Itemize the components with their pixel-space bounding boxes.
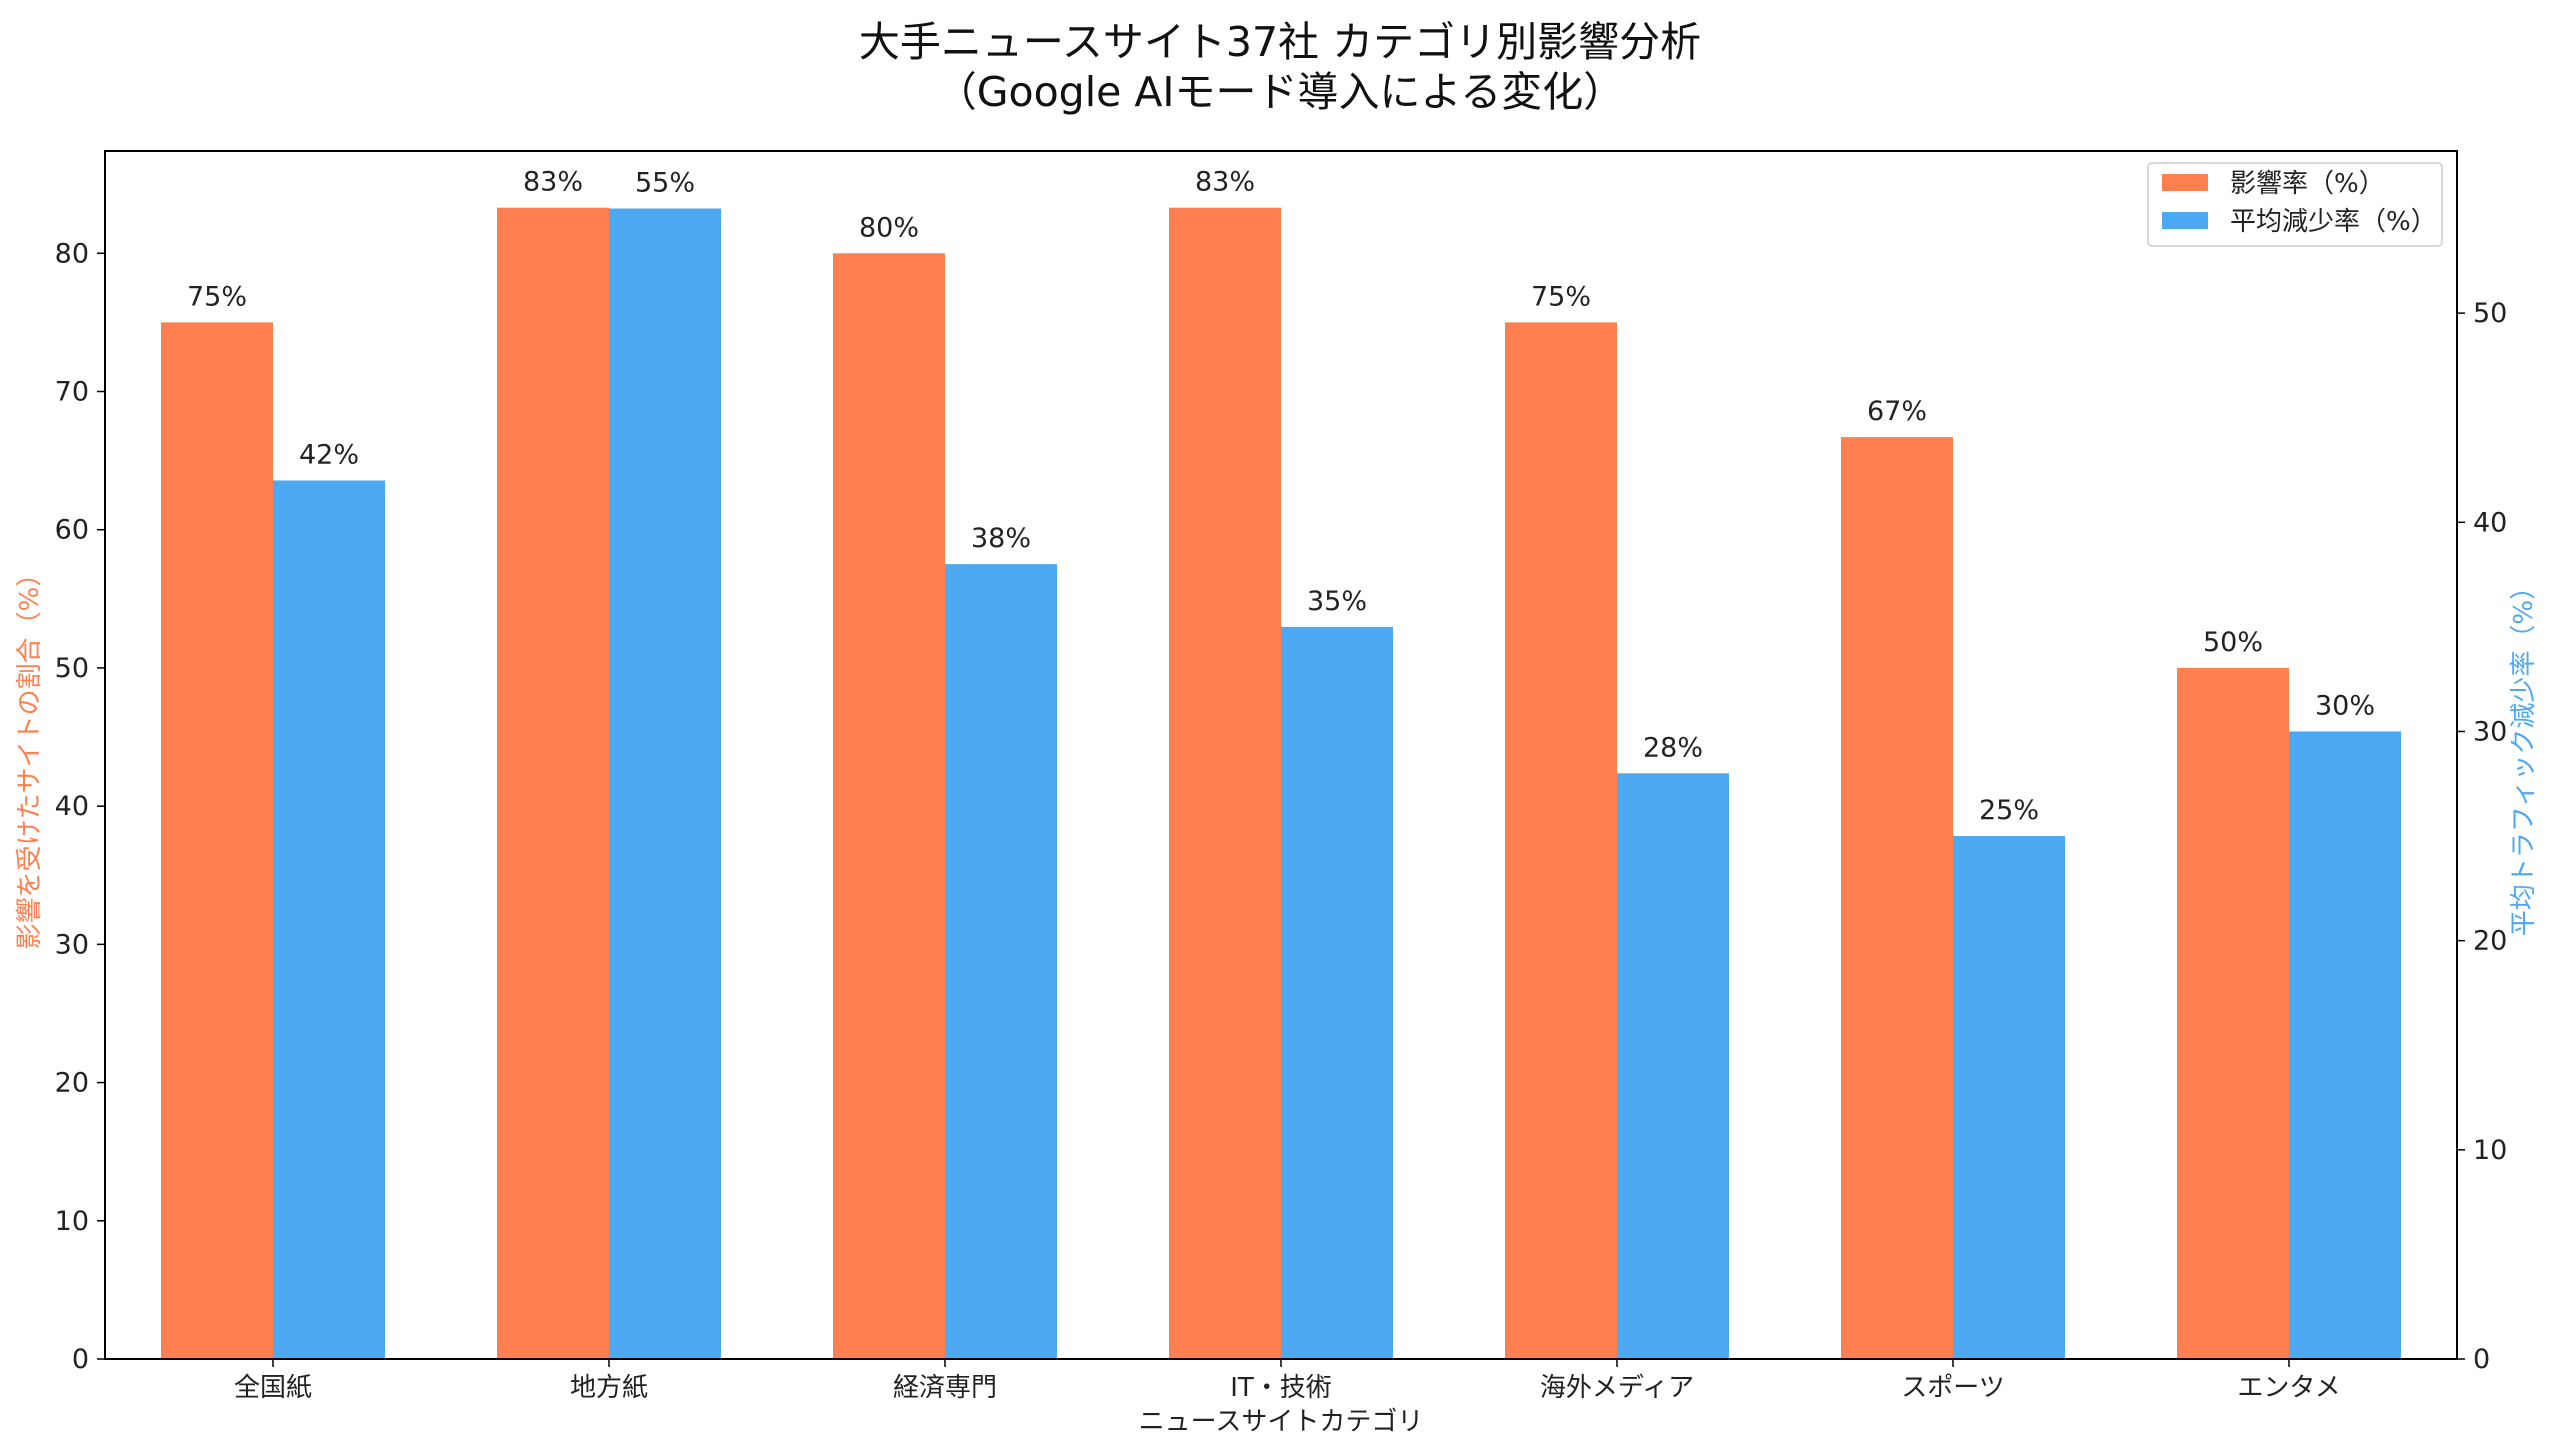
left-tick-label: 0 [72, 1344, 89, 1375]
bar-label-decline-4: 28% [1643, 732, 1703, 763]
bar-impact-1 [497, 207, 609, 1359]
x-tick-label: スポーツ [1901, 1373, 2004, 1403]
bar-impact-0 [161, 322, 273, 1359]
left-tick-label: 40 [55, 791, 89, 822]
x-axis-title: ニュースサイトカテゴリ [1139, 1407, 1424, 1437]
left-tick-label: 70 [55, 376, 89, 407]
bar-label-decline-0: 42% [299, 439, 359, 470]
bar-impact-5 [1841, 437, 1953, 1360]
left-tick-label: 60 [55, 515, 89, 546]
bar-label-impact-0: 75% [187, 281, 247, 312]
left-tick-label: 10 [55, 1206, 89, 1237]
bar-impact-6 [2177, 667, 2289, 1359]
right-tick-label: 40 [2473, 507, 2507, 538]
bar-label-impact-5: 67% [1867, 396, 1927, 427]
bar-decline-6 [2289, 731, 2401, 1359]
x-tick-label: 海外メディア [1540, 1373, 1694, 1403]
legend: 影響率（%） 平均減少率（%） [2147, 162, 2443, 247]
x-tick-label: 全国紙 [234, 1373, 312, 1403]
x-axis-ticks: 全国紙 地方紙 経済専門 IT・技術 海外メディア スポーツ エンタメ [234, 1359, 2341, 1403]
bar-label-decline-2: 38% [971, 523, 1031, 554]
bar-decline-0 [273, 480, 385, 1359]
right-tick-label: 0 [2473, 1344, 2490, 1375]
x-tick-label: IT・技術 [1230, 1373, 1332, 1403]
x-tick-label: 地方紙 [570, 1373, 648, 1403]
bar-label-impact-3: 83% [1195, 167, 1255, 198]
bar-label-impact-4: 75% [1531, 281, 1591, 312]
x-tick-label: 経済専門 [893, 1373, 997, 1403]
bar-label-decline-6: 30% [2315, 690, 2375, 721]
left-tick-label: 80 [55, 238, 89, 269]
bar-decline-5 [1953, 836, 2065, 1359]
legend-box [2147, 162, 2443, 247]
right-axis-title: 平均トラフィック減少率（%） [2509, 574, 2539, 936]
left-tick-label: 50 [55, 653, 89, 684]
bar-label-impact-6: 50% [2203, 627, 2263, 658]
bar-impact-2 [833, 253, 945, 1359]
bar-label-impact-2: 80% [859, 212, 919, 243]
bar-impact-4 [1505, 322, 1617, 1359]
legend-swatch-decline [2162, 212, 2208, 229]
bar-label-decline-3: 35% [1307, 586, 1367, 617]
bar-label-decline-1: 55% [635, 168, 695, 199]
left-axis-ticks: 0 10 20 30 40 50 60 70 80 [55, 238, 105, 1375]
right-tick-label: 30 [2473, 716, 2507, 747]
bar-impact-3 [1169, 207, 1281, 1359]
bars-layer [161, 207, 2401, 1360]
right-tick-label: 20 [2473, 926, 2507, 957]
left-axis-title: 影響を受けたサイトの割合（%） [15, 561, 45, 950]
x-tick-label: エンタメ [2237, 1373, 2340, 1403]
legend-label-impact: 影響率（%） [2230, 169, 2385, 199]
bar-label-decline-5: 25% [1979, 795, 2039, 826]
bar-label-impact-1: 83% [523, 167, 583, 198]
legend-label-decline: 平均減少率（%） [2230, 207, 2437, 237]
bar-decline-3 [1281, 626, 1393, 1359]
chart-title: 大手ニュースサイト37社 カテゴリ別影響分析 [858, 18, 1702, 66]
bar-labels-layer: 75% 42% 83% 55% 80% 38% 83% 35% 75% 28% 67% 25% 50% 3… [187, 167, 2375, 826]
right-tick-label: 10 [2473, 1135, 2507, 1166]
bar-decline-1 [609, 208, 721, 1359]
bar-decline-4 [1617, 773, 1729, 1359]
right-tick-label: 50 [2473, 298, 2507, 329]
chart-subtitle: （Google AIモード導入による変化） [935, 68, 1625, 116]
left-tick-label: 20 [55, 1068, 89, 1099]
right-axis-ticks: 0 10 20 30 40 50 [2457, 298, 2507, 1375]
legend-swatch-impact [2162, 174, 2208, 191]
left-tick-label: 30 [55, 929, 89, 960]
bar-decline-2 [945, 564, 1057, 1359]
